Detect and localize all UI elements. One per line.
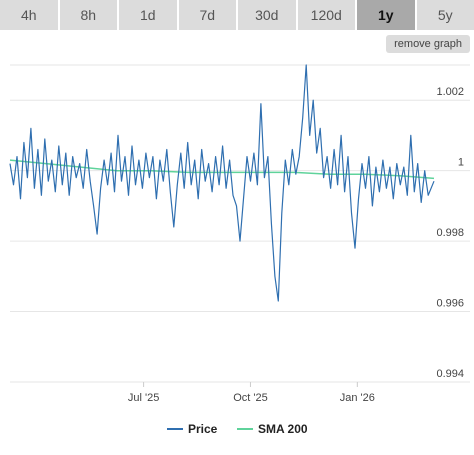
y-tick-label: 0.994 [436, 368, 464, 380]
series-layer [9, 64, 435, 302]
x-axis: Jul '25 Oct '25 Jan '26 [128, 382, 375, 404]
tab-5y[interactable]: 5y [416, 0, 474, 30]
legend-item-sma-200[interactable]: SMA 200 [258, 422, 308, 436]
tab-30d[interactable]: 30d [238, 0, 296, 30]
y-axis: 1.002 1 0.998 0.996 0.994 [436, 86, 464, 380]
chart-legend: Price SMA 200 [167, 422, 308, 436]
y-tick-label: 1.002 [436, 86, 464, 98]
remove-graph-button[interactable]: remove graph [386, 35, 470, 53]
y-tick-label: 1 [458, 157, 464, 169]
legend-item-price[interactable]: Price [188, 422, 218, 436]
tab-8h[interactable]: 8h [59, 0, 117, 30]
x-tick-label: Oct '25 [233, 392, 268, 404]
tab-1y[interactable]: 1y [357, 0, 415, 30]
tab-7d[interactable]: 7d [178, 0, 236, 30]
chart-grid [10, 64, 470, 383]
y-tick-label: 0.998 [436, 227, 464, 239]
tab-1d[interactable]: 1d [119, 0, 177, 30]
tab-4h[interactable]: 4h [0, 0, 58, 30]
series-line-price [9, 64, 435, 302]
series-line-sma-200 [9, 159, 435, 180]
timeframe-tabs: 4h 8h 1d 7d 30d 120d 1y 5y [0, 0, 474, 30]
x-tick-label: Jan '26 [340, 392, 375, 404]
y-tick-label: 0.996 [436, 298, 464, 310]
x-tick-label: Jul '25 [128, 392, 159, 404]
tab-120d[interactable]: 120d [297, 0, 355, 30]
